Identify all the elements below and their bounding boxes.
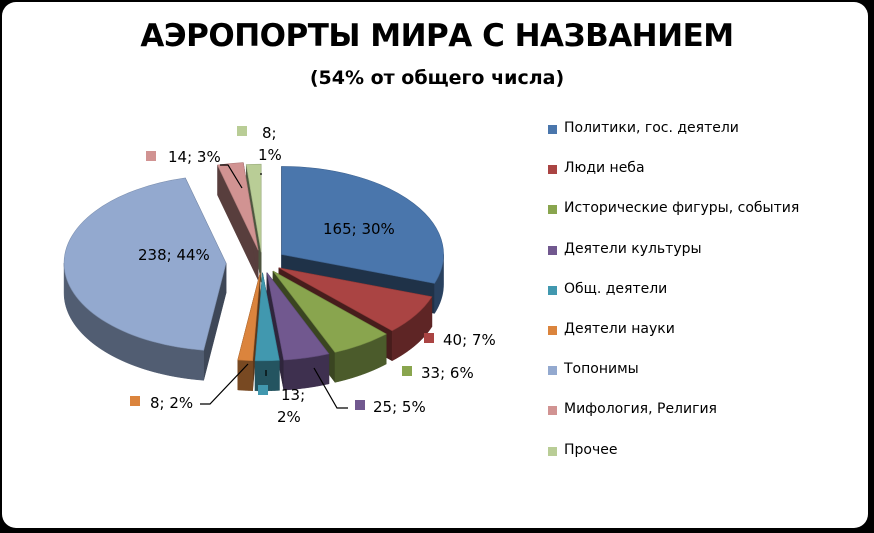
- leader-line: [220, 164, 243, 189]
- data-label: 165; 30%: [323, 220, 395, 238]
- data-label: 8; 2%: [150, 394, 193, 412]
- data-label-swatch: [355, 400, 365, 410]
- data-label: 14; 3%: [168, 148, 221, 166]
- chart-legend: Политики, гос. деятели Люди неба Историчес…: [548, 120, 848, 482]
- pie-slice: [272, 270, 387, 353]
- data-label: 40; 7%: [443, 331, 496, 349]
- data-label: 33; 6%: [421, 364, 474, 382]
- legend-item: Топонимы: [548, 361, 848, 401]
- legend-label: Прочее: [564, 441, 618, 458]
- leader-line: [313, 367, 348, 409]
- legend-swatch: [548, 285, 557, 295]
- data-label-swatch: [237, 126, 247, 136]
- legend-label: Деятели культуры: [564, 240, 702, 257]
- legend-item: Прочее: [548, 442, 848, 482]
- data-label-swatch: [402, 366, 412, 376]
- chart-subtitle: (54% от общего числа): [309, 67, 565, 89]
- data-label-swatch: [258, 385, 268, 395]
- legend-swatch: [548, 366, 557, 376]
- data-label-swatch: [146, 151, 156, 161]
- legend-item: Общ. деятели: [548, 281, 848, 321]
- legend-item: Мифология, Религия: [548, 401, 848, 441]
- data-label: 25; 5%: [373, 398, 426, 416]
- legend-item: Деятели культуры: [548, 241, 848, 281]
- legend-label: Люди неба: [564, 160, 645, 177]
- pie-slice: [245, 163, 262, 253]
- data-label: 8; 1%: [258, 124, 282, 164]
- data-label: 238; 44%: [138, 246, 210, 264]
- legend-swatch: [548, 406, 557, 416]
- legend-swatch: [548, 325, 557, 335]
- legend-item: Деятели науки: [548, 321, 848, 361]
- pie-slice: [63, 177, 227, 351]
- leader-line: [200, 363, 249, 405]
- legend-label: Мифология, Религия: [564, 401, 717, 418]
- data-label: 13; 2%: [277, 386, 305, 426]
- pie-slice: [254, 272, 280, 362]
- legend-label: Деятели науки: [564, 320, 675, 337]
- pie-slice: [237, 272, 261, 362]
- legend-item: Люди неба: [548, 160, 848, 200]
- legend-swatch: [548, 205, 557, 215]
- legend-item: Политики, гос. деятели: [548, 120, 848, 160]
- chart-title: АЭРОПОРТЫ МИРА С НАЗВАНИЕМ: [140, 18, 734, 54]
- pie-slice-side: [237, 359, 253, 391]
- legend-swatch: [548, 125, 557, 134]
- data-label-swatch: [130, 396, 140, 406]
- pie-slice: [278, 267, 433, 332]
- legend-label: Общ. деятели: [564, 280, 668, 297]
- legend-item: Исторические фигуры, события: [548, 200, 848, 240]
- pie-slice: [281, 166, 444, 284]
- legend-label: Политики, гос. деятели: [564, 120, 739, 136]
- legend-swatch: [548, 245, 557, 255]
- legend-label: Топонимы: [564, 361, 639, 378]
- pie-slice: [217, 162, 259, 251]
- legend-label: Исторические фигуры, события: [564, 200, 800, 217]
- data-label-swatch: [424, 333, 434, 343]
- legend-swatch: [548, 446, 557, 456]
- pie-slice: [266, 272, 330, 361]
- legend-swatch: [548, 165, 557, 175]
